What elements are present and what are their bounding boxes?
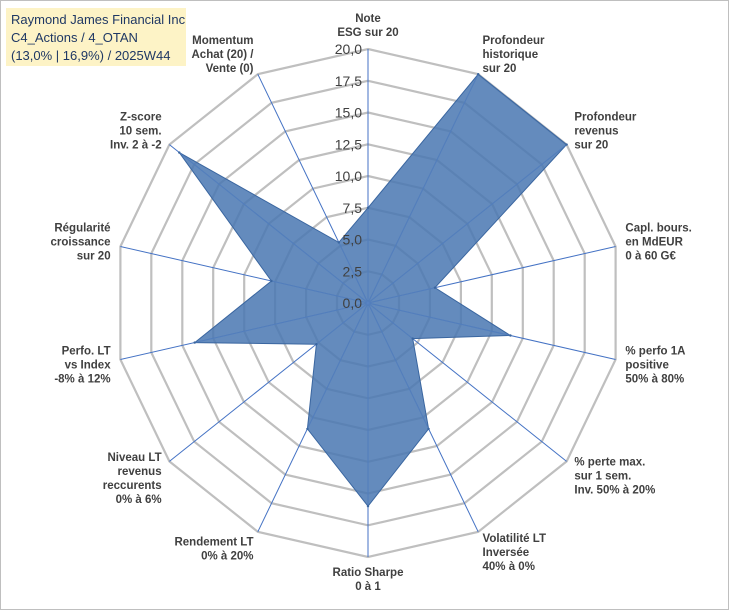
radar-spoke-inner [367, 302, 413, 339]
tick-label: 12,5 [335, 136, 362, 152]
axis-label: Note ESG sur 20 [337, 13, 398, 39]
radar-spoke-inner [194, 302, 369, 343]
radar-tick-labels: 0,0 2,5 5,0 7,5 10,0 12,5 15,0 17,5 20,0 [335, 41, 362, 311]
title-category: C4_Actions / 4_OTAN [11, 30, 138, 45]
radar-point [366, 206, 370, 209]
axis-label: Perfo. LT vs Index -8% à 12% [54, 346, 111, 386]
radar-series [178, 73, 568, 508]
radar-spoke-inner [338, 242, 369, 304]
title-performance: (13,0% | 16,9%) / 2025W44 [11, 48, 171, 63]
title-box: Raymond James Financial Inc C4_Actions /… [6, 8, 186, 66]
radar-point [509, 334, 512, 337]
radar-point [433, 286, 437, 289]
radar-spoke-inner [367, 287, 435, 304]
tick-label: 0,0 [343, 295, 363, 311]
tick-label: 5,0 [343, 232, 363, 248]
radar-axis-labels: Note ESG sur 20 Profondeur historique sur 20… [50, 13, 691, 593]
radar-spoke-inner [316, 302, 369, 345]
radar-point [427, 427, 430, 431]
axis-label: Volatilité LT Inversée 40% à 0% [483, 533, 546, 573]
radar-point [178, 151, 181, 154]
radar-point [270, 279, 273, 283]
radar-point [477, 73, 480, 76]
axis-label: % perfo 1A positive 50% à 80% [625, 346, 685, 386]
tick-label: 17,5 [335, 73, 362, 89]
radar-point [565, 143, 568, 146]
radar-series-area [178, 73, 568, 508]
tick-label: 2,5 [343, 263, 363, 279]
axis-label: % perte max. sur 1 sem. Inv. 50% à 20% [574, 457, 655, 497]
axis-label: Momentum Achat (20) / Vente (0) [192, 35, 255, 75]
title-company: Raymond James Financial Inc [11, 12, 186, 27]
tick-label: 20,0 [335, 41, 362, 57]
axis-label: Rendement LT 0% à 20% [174, 536, 253, 562]
radar-spoke-inner [367, 302, 429, 430]
tick-label: 7,5 [343, 200, 363, 216]
radar-spoke-inner [367, 144, 567, 304]
radar-spoke-inner [179, 152, 369, 304]
radar-spoke-inner [367, 74, 479, 304]
axis-label: Régularité croissance sur 20 [50, 223, 110, 263]
axis-label: Niveau LT revenus reccurents 0% à 6% [103, 452, 162, 506]
radar-spoke-inner [271, 280, 369, 304]
tick-label: 15,0 [335, 105, 362, 121]
radar-spoke-inner [307, 302, 369, 430]
radar-point [315, 343, 318, 346]
radar-point [411, 337, 414, 340]
axis-label: Z-score 10 sem. Inv. 2 à -2 [110, 112, 162, 152]
axis-label: Capl. bours. en MdEUR 0 à 60 G€ [625, 223, 691, 263]
radar-point [366, 505, 370, 508]
radar-point [193, 341, 196, 344]
tick-label: 10,0 [335, 168, 362, 184]
radar-spoke-inner [367, 302, 511, 336]
axis-label: Profondeur revenus sur 20 [574, 112, 636, 152]
axis-label: Ratio Sharpe 0 à 1 [333, 567, 404, 593]
axis-label: Profondeur historique sur 20 [483, 35, 545, 75]
radar-point [306, 427, 309, 431]
radar-point [337, 241, 340, 244]
